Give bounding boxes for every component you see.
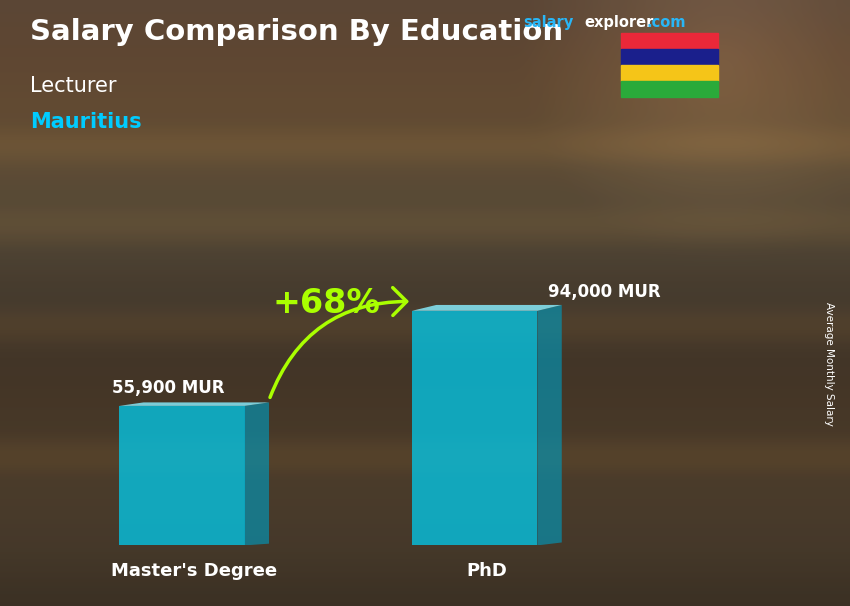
- Text: 94,000 MUR: 94,000 MUR: [547, 284, 660, 301]
- Polygon shape: [119, 402, 269, 406]
- Text: PhD: PhD: [467, 562, 507, 580]
- Text: salary: salary: [523, 15, 573, 30]
- Text: 55,900 MUR: 55,900 MUR: [112, 379, 224, 396]
- Text: +68%: +68%: [273, 287, 381, 321]
- Polygon shape: [412, 305, 562, 311]
- Polygon shape: [119, 406, 245, 545]
- Text: Lecturer: Lecturer: [30, 76, 116, 96]
- Text: Master's Degree: Master's Degree: [111, 562, 277, 580]
- Text: .com: .com: [647, 15, 686, 30]
- Polygon shape: [412, 311, 537, 545]
- Text: explorer: explorer: [585, 15, 654, 30]
- Text: Average Monthly Salary: Average Monthly Salary: [824, 302, 834, 425]
- FancyArrowPatch shape: [270, 288, 406, 398]
- Bar: [620, 49, 718, 65]
- Bar: [620, 81, 718, 97]
- Text: Mauritius: Mauritius: [30, 112, 141, 132]
- Polygon shape: [245, 402, 269, 545]
- Bar: [620, 65, 718, 81]
- Polygon shape: [537, 305, 562, 545]
- Text: Salary Comparison By Education: Salary Comparison By Education: [30, 18, 563, 46]
- Bar: [620, 33, 718, 49]
